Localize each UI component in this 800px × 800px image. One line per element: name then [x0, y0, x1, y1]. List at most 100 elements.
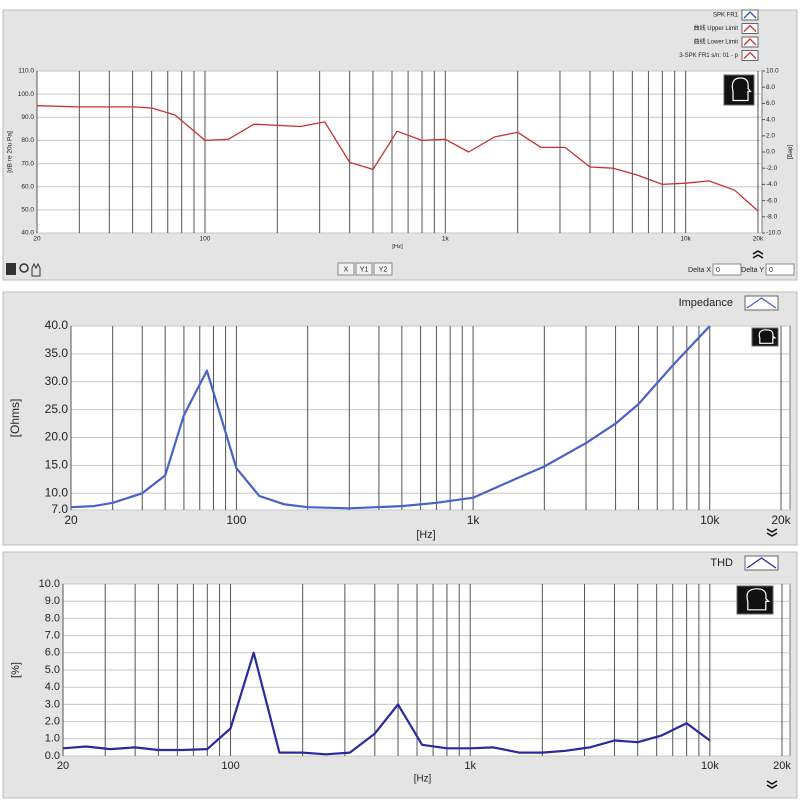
y-tick-label: 7.0: [51, 502, 68, 516]
legend-swatch: [741, 23, 759, 34]
y-tick-label: 10.0: [45, 485, 69, 499]
y-tick-label: 80.0: [21, 137, 34, 144]
scroll-chevron: [766, 780, 778, 785]
y-tick-label: 2.0: [45, 716, 60, 728]
x-tick-label: 10k: [680, 236, 691, 243]
y-tick-label: 60.0: [21, 183, 34, 190]
plot-area: [36, 70, 763, 234]
y-tick-label: 1.0: [45, 733, 60, 745]
y-tick-label: 4.0: [45, 681, 60, 693]
y-axis-label: [dB re 20u Pa]: [7, 131, 14, 173]
plot-area: [70, 325, 791, 511]
y-tick-label: 40.0: [21, 230, 34, 237]
y2-tick-label: 0.0: [766, 149, 775, 156]
series-line: [36, 105, 759, 212]
legend-swatch: [741, 50, 759, 61]
delta-x-value: 0: [716, 267, 720, 274]
x-tick-label: 20k: [753, 236, 764, 243]
y-tick-label: 25.0: [45, 402, 69, 416]
y-tick-label: 100.0: [18, 91, 35, 98]
x-tick-label: 20: [64, 513, 78, 527]
x-tick-label: 20: [57, 760, 69, 772]
legend-label: 3-SPK FR1 s/n: 01 - p: [679, 53, 738, 59]
y2-tick-label: 2.0: [766, 133, 775, 140]
scroll-chevron: [766, 784, 778, 789]
x-tick-label: 1k: [442, 236, 450, 243]
y-tick-label: 0.0: [45, 750, 60, 762]
x-tick-label: 10k: [701, 760, 719, 772]
cursor-tool[interactable]: [6, 263, 16, 275]
legend-label: THD: [710, 557, 733, 569]
x-tick-label: 1k: [467, 513, 481, 527]
legend-label: SPK FR1: [713, 13, 739, 19]
legend-swatch-glyph: [746, 297, 777, 309]
y2-tick-label: -2.0: [766, 165, 778, 172]
legend-swatch: [741, 36, 759, 48]
y2-tick-label: 8.0: [766, 84, 775, 91]
series-line: [62, 651, 711, 756]
y-tick-label: 50.0: [21, 207, 34, 214]
toolbar: X Y1 Y2 Delta X 0 Delta Y 0: [6, 262, 795, 277]
y-axis-label: [Ohms]: [8, 399, 22, 438]
scroll-chevron: [766, 532, 778, 537]
y-axis-label: [%]: [10, 662, 22, 678]
delta-x-field[interactable]: [712, 263, 742, 276]
legend-swatch: [741, 9, 759, 21]
display-icon-glyph: [758, 329, 777, 344]
button-x[interactable]: [337, 262, 355, 276]
x-tick-label: 10k: [700, 513, 720, 527]
x-tick-label: 1k: [464, 760, 476, 772]
delta-y-field[interactable]: [765, 263, 795, 276]
button-y1[interactable]: [355, 262, 373, 276]
x-tick-label: 100: [200, 236, 211, 243]
y2-tick-label: 10.0: [766, 68, 779, 75]
button-label: Y2: [379, 266, 388, 273]
legend-swatch-glyph: [743, 51, 757, 59]
legend-swatch-glyph: [743, 38, 757, 46]
delta-y-value: 0: [769, 267, 773, 274]
legend-swatch-glyph: [743, 11, 757, 19]
x-axis-label: [Hz]: [392, 244, 403, 250]
y-tick-label: 6.0: [45, 647, 60, 659]
display-icon-glyph: [746, 588, 771, 611]
zoom-tool[interactable]: [19, 263, 29, 273]
x-axis-label: [Hz]: [416, 529, 435, 541]
y2-tick-label: -8.0: [766, 214, 778, 221]
y-tick-label: 7.0: [45, 630, 60, 642]
y2-tick-label: -10.0: [766, 230, 781, 237]
scroll-chevron: [766, 528, 778, 533]
x-tick-label: 20: [33, 236, 41, 243]
y-tick-label: 15.0: [45, 458, 69, 472]
y-tick-label: 3.0: [45, 698, 60, 710]
button-label: Y1: [360, 266, 369, 273]
y2-tick-label: 4.0: [766, 116, 775, 123]
x-tick-label: 100: [221, 760, 239, 772]
series-line: [70, 325, 711, 510]
pan-tool[interactable]: [31, 262, 41, 277]
y-tick-label: 70.0: [21, 160, 34, 167]
delta-x-label: Delta X: [688, 267, 711, 274]
button-y2[interactable]: [373, 262, 393, 276]
legend-swatch-glyph: [746, 557, 777, 569]
y2-tick-label: 6.0: [766, 100, 775, 107]
x-tick-label: 100: [226, 513, 246, 527]
y2-tick-label: -6.0: [766, 197, 778, 204]
y2-tick-label: -4.0: [766, 181, 778, 188]
delta-y-label: Delta Y: [741, 267, 764, 274]
legend-swatch: [744, 295, 779, 311]
y-tick-label: 40.0: [45, 318, 69, 332]
x-axis-label: [Hz]: [414, 774, 432, 785]
scroll-chevron: [752, 250, 764, 255]
y-tick-label: 30.0: [45, 374, 69, 388]
y-tick-label: 8.0: [45, 612, 60, 624]
panels: 40.0 50.0 60.0 70.0 80.0 90.0 100.0 110.0 20 100 1…: [2, 9, 798, 799]
y2-axis-label: [deg]: [786, 145, 793, 160]
y-tick-label: 110.0: [18, 68, 34, 75]
legend-label: Impedance: [679, 297, 733, 309]
button-label: X: [344, 266, 349, 273]
legend-swatch-glyph: [743, 24, 757, 32]
legend-swatch: [744, 555, 779, 571]
y-tick-label: 10.0: [39, 578, 60, 590]
x-tick-label: 20k: [771, 513, 791, 527]
